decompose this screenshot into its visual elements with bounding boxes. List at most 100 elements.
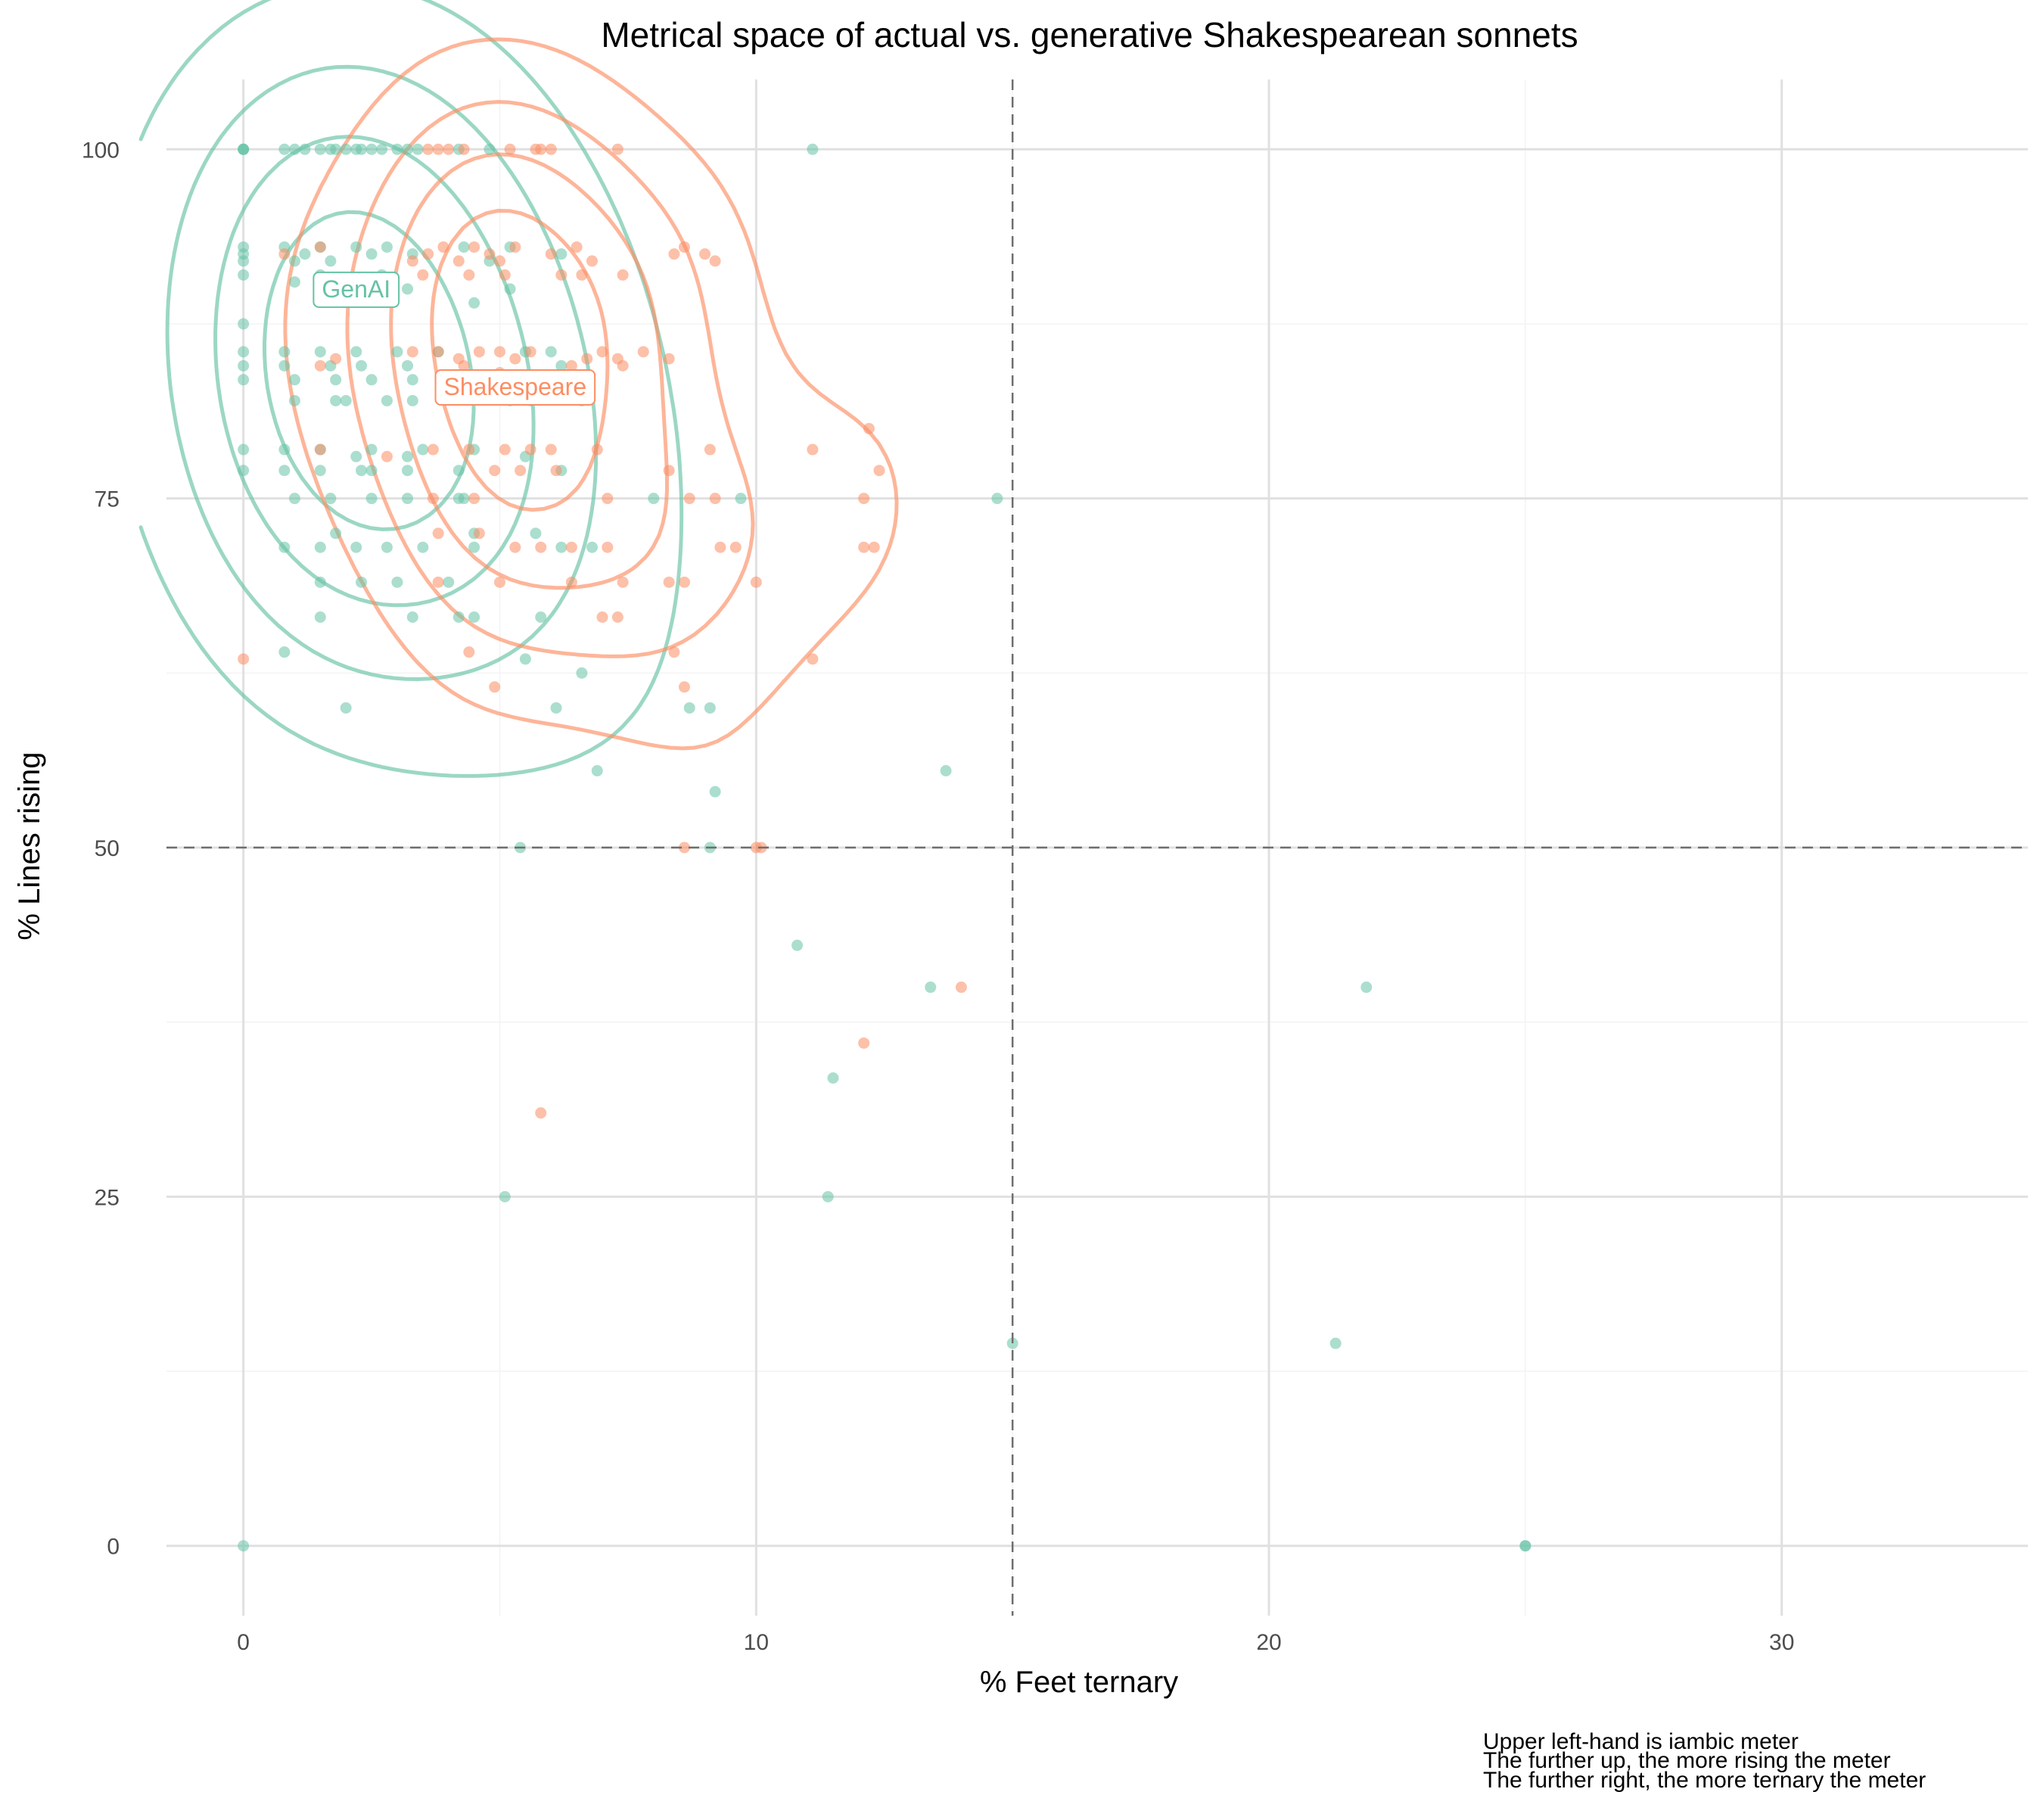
point-shakespeare <box>955 982 967 994</box>
point-genai <box>484 143 496 155</box>
point-shakespeare <box>663 465 675 477</box>
point-genai <box>555 359 568 372</box>
caption: Upper left-hand is iambic meter The furt… <box>1483 1729 1926 1793</box>
point-genai <box>704 702 716 714</box>
point-shakespeare <box>709 493 721 505</box>
point-shakespeare <box>330 353 342 365</box>
point-genai <box>314 576 326 588</box>
point-shakespeare <box>493 255 505 267</box>
point-shakespeare <box>873 465 885 477</box>
point-genai <box>452 611 465 623</box>
point-genai <box>288 374 300 386</box>
point-shakespeare <box>565 359 577 372</box>
point-shakespeare <box>678 576 690 588</box>
point-genai <box>330 527 342 540</box>
point-genai <box>402 493 414 505</box>
point-genai <box>381 241 393 253</box>
tick-labels: 0 10 20 30 0 25 50 75 100 <box>82 138 1794 1655</box>
series-label-box <box>434 369 596 406</box>
point-shakespeare <box>714 541 726 553</box>
point-genai <box>417 541 429 553</box>
point-shakespeare <box>678 241 690 253</box>
point-shakespeare <box>463 443 475 456</box>
x-tick-label: 10 <box>744 1630 769 1655</box>
point-shakespeare <box>663 576 675 588</box>
point-shakespeare <box>314 359 326 372</box>
point-shakespeare <box>493 346 505 358</box>
point-genai <box>365 143 378 155</box>
point-shakespeare <box>858 1037 870 1049</box>
point-shakespeare <box>596 611 608 623</box>
point-shakespeare <box>637 346 649 358</box>
point-genai <box>468 297 480 309</box>
point-shakespeare <box>555 269 568 281</box>
point-genai <box>340 143 352 155</box>
point-genai <box>735 493 747 505</box>
point-shakespeare <box>602 541 614 553</box>
point-genai <box>288 143 300 155</box>
point-shakespeare <box>535 1107 547 1119</box>
point-genai <box>1360 982 1373 994</box>
point-genai <box>238 443 250 456</box>
point-shakespeare <box>807 443 819 456</box>
density-contour-shakespeare <box>345 100 755 658</box>
point-shakespeare <box>509 541 521 553</box>
point-genai <box>340 394 352 406</box>
point-genai <box>391 346 403 358</box>
point-genai <box>278 143 291 155</box>
point-shakespeare <box>484 248 496 260</box>
point-genai <box>402 359 414 372</box>
point-shakespeare <box>432 576 444 588</box>
point-genai <box>376 143 388 155</box>
point-shakespeare <box>493 576 505 588</box>
point-genai <box>365 493 378 505</box>
point-genai <box>330 394 342 406</box>
point-shakespeare <box>581 353 593 365</box>
point-genai <box>314 611 326 623</box>
point-shakespeare <box>617 576 629 588</box>
point-shakespeare <box>858 541 870 553</box>
point-genai <box>365 374 378 386</box>
point-shakespeare <box>668 646 680 658</box>
point-genai <box>330 143 342 155</box>
series-label-text: GenAI <box>322 275 390 303</box>
point-shakespeare <box>524 443 536 456</box>
point-shakespeare <box>499 443 511 456</box>
point-genai <box>402 450 414 462</box>
point-genai <box>330 374 342 386</box>
point-genai <box>238 143 250 155</box>
point-genai <box>576 667 588 679</box>
point-genai <box>299 143 311 155</box>
point-shakespeare <box>443 143 455 155</box>
y-tick-label: 50 <box>95 836 120 861</box>
point-genai <box>325 493 337 505</box>
point-genai <box>278 359 291 372</box>
point-genai <box>791 939 804 951</box>
point-genai <box>591 765 603 776</box>
point-shakespeare <box>509 241 521 253</box>
point-genai <box>238 374 250 386</box>
point-shakespeare <box>406 346 418 358</box>
point-genai <box>238 1540 250 1552</box>
point-genai <box>940 765 952 776</box>
density-contour-shakespeare <box>283 37 899 751</box>
point-shakespeare <box>417 269 429 281</box>
point-genai <box>555 541 568 553</box>
point-genai <box>1006 1337 1018 1349</box>
point-shakespeare <box>571 241 583 253</box>
caption-line-2: The further up, the more rising the mete… <box>1483 1748 1891 1773</box>
point-shakespeare <box>381 450 393 462</box>
point-shakespeare <box>611 143 623 155</box>
point-shakespeare <box>617 359 629 372</box>
point-genai <box>402 143 414 155</box>
series-label-box <box>313 271 400 308</box>
point-genai <box>314 541 326 553</box>
point-genai <box>550 702 562 714</box>
point-shakespeare <box>807 653 819 665</box>
point-genai <box>350 450 362 462</box>
point-genai <box>288 255 300 267</box>
point-shakespeare <box>499 269 511 281</box>
point-genai <box>683 702 695 714</box>
point-shakespeare <box>437 241 449 253</box>
